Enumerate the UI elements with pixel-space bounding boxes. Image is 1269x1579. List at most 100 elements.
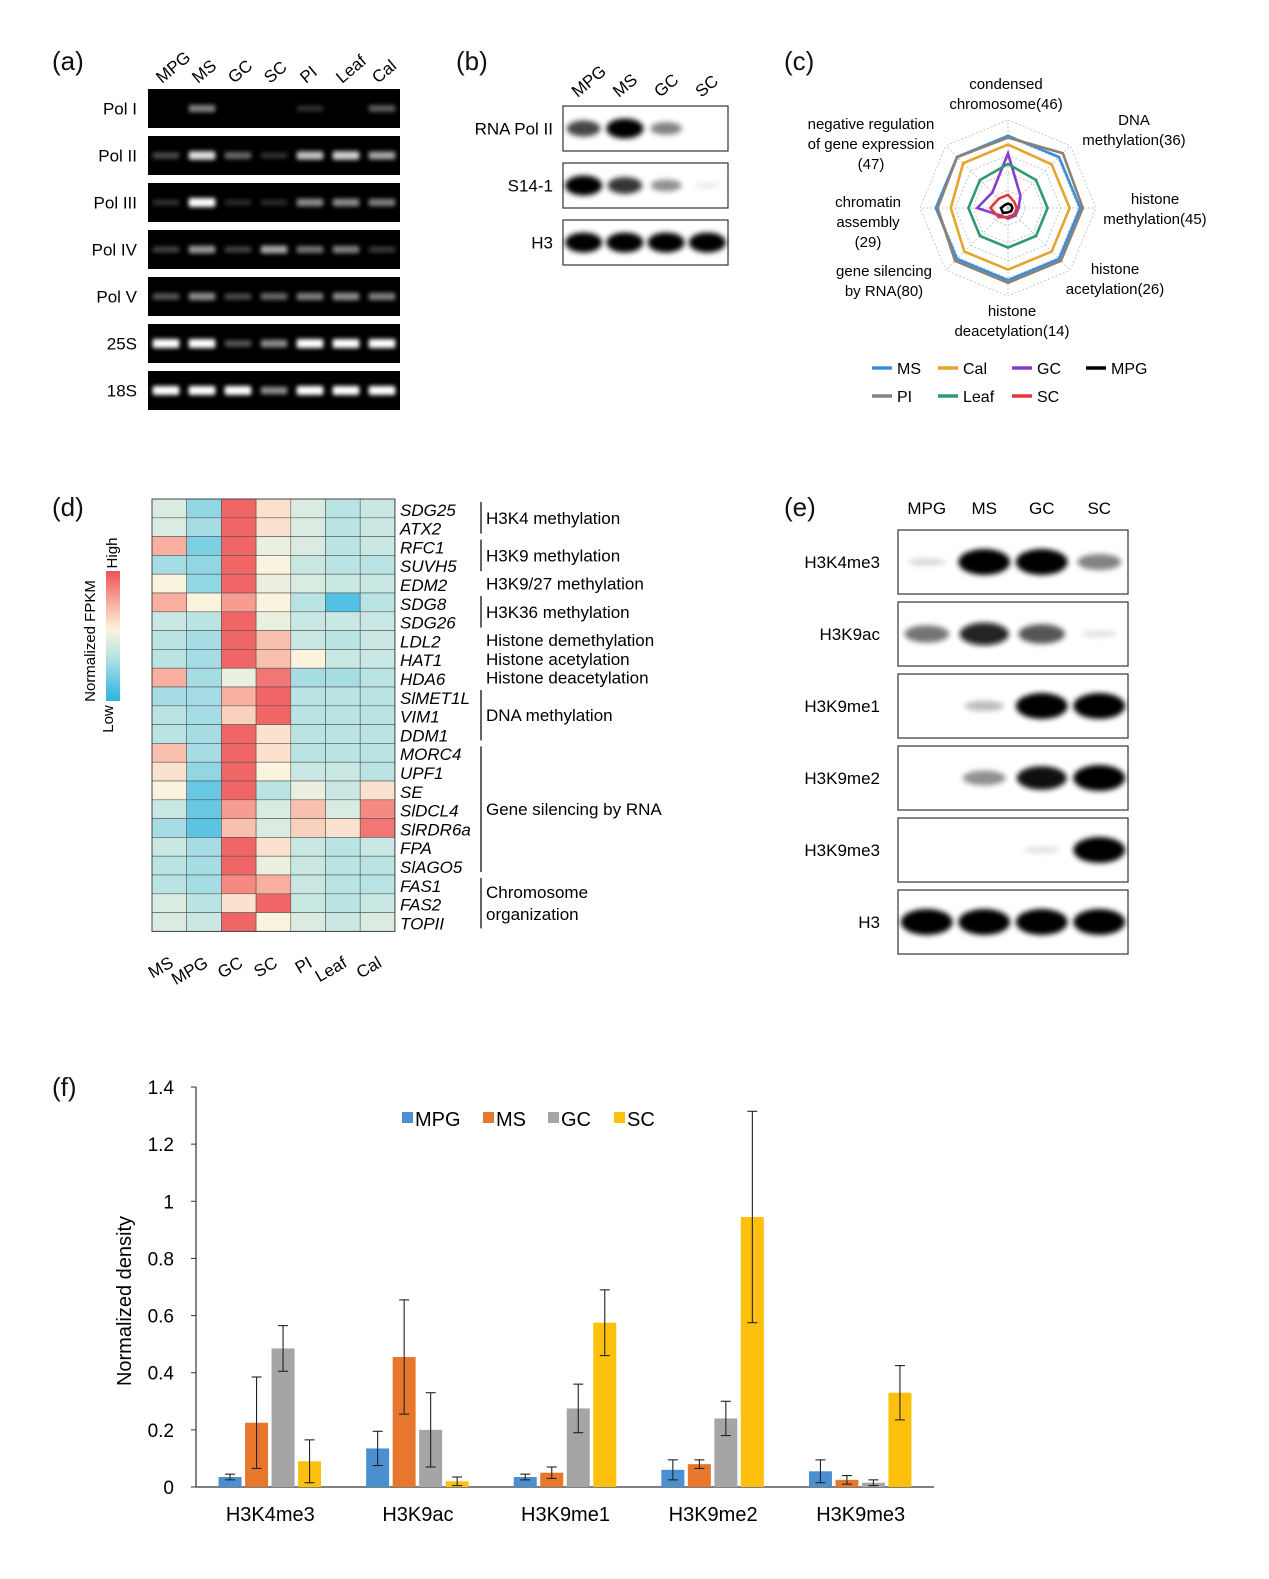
x-tick-label-h3k9ac: H3K9ac — [382, 1504, 453, 1526]
heatmap-cell — [325, 649, 361, 669]
gel-row-label-pol-iv: Pol IV — [92, 241, 138, 260]
gel-band — [296, 292, 324, 301]
heatmap-gene-label-ddm1: DDM1 — [400, 726, 448, 745]
blot-e-lane-label-sc: SC — [1087, 499, 1111, 518]
heatmap-cell — [325, 837, 361, 857]
x-tick-label-h3k9me3: H3K9me3 — [816, 1504, 905, 1526]
heatmap-gene-label-upf1: UPF1 — [400, 764, 443, 783]
radar-axis-label-0: chromosome(46) — [949, 96, 1062, 113]
heatmap-gene-label-atx2: ATX2 — [399, 520, 442, 539]
radar-legend-label-gc: GC — [1037, 361, 1061, 378]
gel-row-label-pol-iii: Pol III — [94, 194, 137, 213]
gel-lane-label-mpg: MPG — [152, 48, 194, 87]
heatmap-cell — [290, 517, 326, 537]
heatmap-cell — [221, 705, 257, 725]
gel-band — [368, 198, 396, 207]
heatmap-cell — [255, 611, 292, 631]
gel-lane-label-ms: MS — [188, 56, 220, 87]
heatmap-cell — [221, 517, 257, 537]
heatmap-cell — [186, 874, 222, 895]
heatmap-group-label-7: DNA methylation — [486, 706, 613, 725]
blot-b-row-label-rna-pol-ii: RNA Pol II — [475, 120, 553, 139]
heatmap-cell — [325, 893, 361, 913]
heatmap-cell — [359, 667, 396, 688]
heatmap-gene-label-topii: TOPII — [400, 914, 444, 933]
blot-e-band — [1077, 553, 1122, 571]
heatmap-cell — [290, 874, 326, 895]
heatmap-cell — [359, 517, 396, 537]
gel-band — [332, 339, 360, 348]
radar-axis-label-7: of gene expression — [808, 136, 935, 153]
heatmap-cell — [221, 818, 257, 838]
blot-b-band — [688, 232, 726, 253]
heatmap-cell — [325, 630, 361, 650]
radar-legend-label-ms: MS — [897, 361, 921, 378]
heatmap-cell — [290, 893, 326, 913]
gel-lane-label-leaf: Leaf — [332, 51, 370, 87]
bar-sc-h3k9me1 — [593, 1322, 617, 1487]
colorbar-high-label: High — [104, 538, 121, 569]
heatmap-cell — [325, 912, 361, 932]
heatmap-cell — [255, 592, 292, 613]
gel-band — [296, 386, 324, 395]
heatmap-cell — [186, 799, 222, 819]
heatmap-cell — [151, 724, 188, 744]
blot-e-band — [1023, 846, 1060, 854]
x-tick-label-h3k4me3: H3K4me3 — [226, 1504, 315, 1526]
blot-b-band — [606, 118, 644, 139]
heatmap-cell — [290, 743, 326, 763]
blot-e-band — [1081, 630, 1118, 638]
heatmap-cell — [186, 724, 222, 744]
heatmap-cell — [221, 667, 257, 688]
heatmap-cell — [151, 743, 188, 763]
heatmap-cell — [186, 630, 222, 650]
heatmap-col-label-cal: Cal — [353, 953, 385, 982]
y-tick-label-0-4: 0.4 — [148, 1364, 175, 1385]
heatmap-cell — [186, 517, 222, 537]
gel-band — [152, 199, 180, 206]
heatmap-cell — [325, 555, 361, 575]
heatmap-col-label-mpg: MPG — [168, 953, 211, 989]
blot-e-band — [1073, 837, 1126, 863]
heatmap-cell — [186, 573, 222, 594]
heatmap-cell — [359, 818, 396, 838]
heatmap-gene-label-sldcl4: SlDCL4 — [400, 802, 459, 821]
heatmap-cell — [221, 592, 257, 613]
heatmap-cell — [151, 874, 188, 895]
heatmap-cell — [151, 555, 188, 575]
heatmap-cell — [255, 705, 292, 725]
gel-row-pol-i — [148, 89, 400, 128]
legend-label-gc: GC — [561, 1109, 591, 1131]
heatmap-group-label-0: H3K4 methylation — [486, 509, 620, 528]
blot-b-band — [566, 120, 601, 137]
heatmap-cell — [290, 686, 326, 707]
gel-band — [188, 386, 216, 395]
gel-band — [368, 246, 396, 253]
blot-e-lane-label-ms: MS — [972, 499, 998, 518]
heatmap-col-label-pi: PI — [292, 953, 315, 977]
heatmap-cell — [186, 780, 222, 801]
blot-e-band — [1015, 549, 1068, 575]
heatmap-cell — [290, 555, 326, 575]
heatmap-cell — [186, 912, 222, 932]
bar-sc-h3k9me2 — [740, 1217, 764, 1487]
heatmap-cell — [186, 555, 222, 575]
gel-band — [332, 386, 360, 395]
heatmap-group-label-6: Histone deacetylation — [486, 669, 649, 688]
blot-b-lane-label-ms: MS — [609, 70, 641, 101]
heatmap-cell — [290, 573, 326, 594]
heatmap-group-label-3: H3K36 methylation — [486, 603, 630, 622]
heatmap-cell — [325, 780, 361, 801]
panel-b-blot: MPG MS GC SC RNA Pol II S14-1 H3 — [475, 62, 729, 266]
heatmap-cell — [290, 705, 326, 725]
blot-b-band — [607, 177, 643, 194]
heatmap-cell — [151, 780, 188, 801]
heatmap-cell — [255, 818, 292, 838]
heatmap-gene-label-fas2: FAS2 — [400, 896, 442, 915]
blot-b-band — [565, 175, 603, 196]
heatmap-cell — [255, 573, 292, 594]
gel-band — [260, 199, 288, 206]
heatmap-gene-label-slrdr6a: SlRDR6a — [400, 820, 471, 839]
heatmap-cell — [325, 667, 361, 688]
